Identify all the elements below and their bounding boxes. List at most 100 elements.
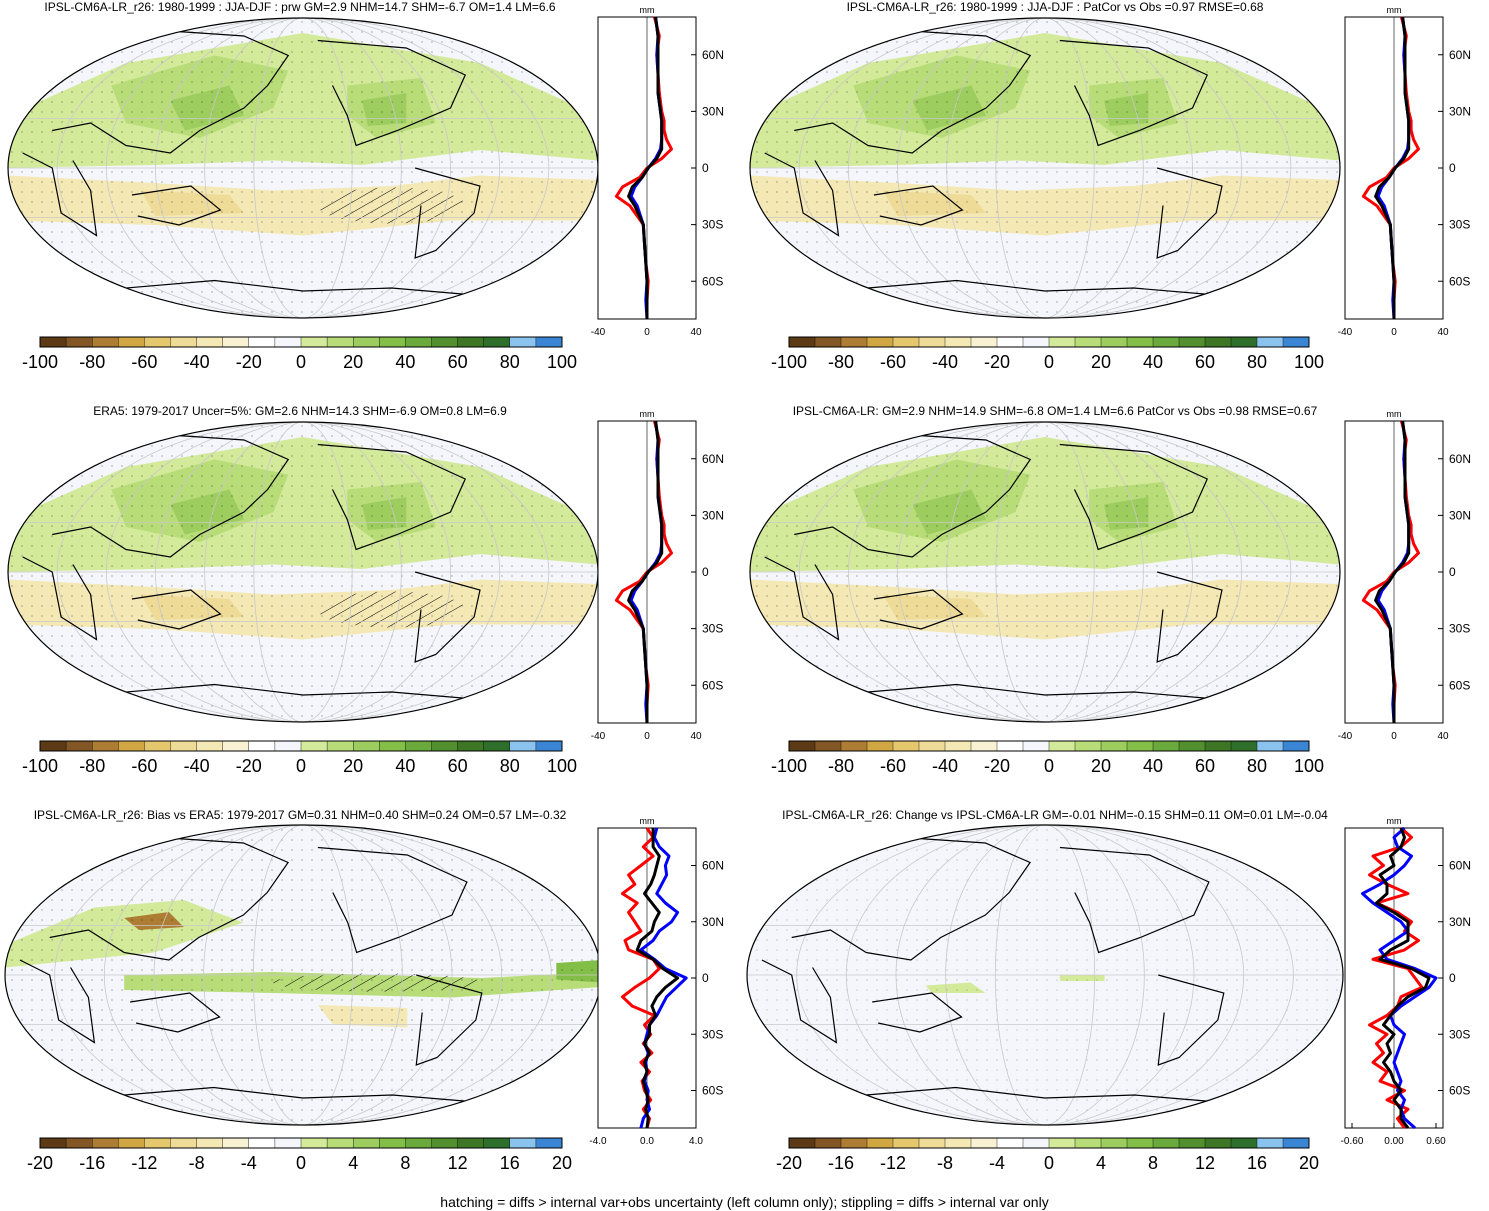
colorbar-label: 20 xyxy=(1299,1153,1319,1173)
colorbar-label: 12 xyxy=(448,1153,468,1173)
graticule-meridian xyxy=(103,825,503,1125)
graticule-meridian xyxy=(798,18,1292,318)
profile-lat-label: 60N xyxy=(702,859,724,873)
colorbar-swatch xyxy=(144,740,171,752)
colorbar-swatch xyxy=(405,336,432,348)
graticule-meridian xyxy=(253,422,353,722)
colorbar-swatch xyxy=(1022,1137,1050,1149)
colorbar-swatch xyxy=(970,336,998,348)
colorbar-swatch xyxy=(970,1137,998,1149)
graticule-meridian xyxy=(54,825,552,1125)
colorbar-label: -60 xyxy=(131,352,157,372)
profile-lat-label: 0 xyxy=(1449,971,1456,985)
graticule-meridian xyxy=(847,18,1243,318)
colorbar-swatch xyxy=(1126,1137,1154,1149)
colorbar-frame xyxy=(39,740,563,752)
colorbar-label: 0 xyxy=(1044,756,1054,776)
map-field xyxy=(750,18,1340,318)
profile-line-black xyxy=(627,420,664,723)
profile-unit-label: mm xyxy=(640,5,655,15)
graticule-meridian xyxy=(105,422,501,722)
profile-xtick-label: 0 xyxy=(644,327,650,338)
colorbar-swatch xyxy=(892,336,920,348)
colorbar-swatch xyxy=(300,336,328,348)
colorbar-swatch xyxy=(483,1137,511,1149)
colorbar-label: 0 xyxy=(296,1153,306,1173)
colorbar-swatch xyxy=(1152,1137,1180,1149)
profile-xtick-label: 0.0 xyxy=(640,1136,654,1147)
colorbar-swatch xyxy=(353,336,380,348)
colorbar-label: -8 xyxy=(189,1153,205,1173)
colorbar-swatch xyxy=(1230,1137,1258,1149)
profile-lat-label: 60S xyxy=(702,1084,723,1098)
colorbar-swatch xyxy=(353,1137,380,1149)
map-border xyxy=(746,824,1344,1126)
coast-australia xyxy=(130,992,221,1033)
colorbar-swatch xyxy=(1022,740,1050,752)
colorbar-swatch xyxy=(379,740,406,752)
graticule-meridian xyxy=(946,18,1144,318)
colorbar-swatch xyxy=(222,336,250,348)
colorbar-swatch xyxy=(91,336,119,348)
colorbar-swatch xyxy=(944,336,972,348)
profile-lat-label: 0 xyxy=(702,161,709,175)
colorbar-label: -40 xyxy=(932,352,958,372)
coast-south-america xyxy=(1157,974,1225,1066)
profile-lat-label: 30N xyxy=(702,104,724,118)
panel-precipitable-water-model: IPSL-CM6A-LR_r26: 1980-1999 : JJA-DJF : … xyxy=(0,0,745,390)
panel-title: IPSL-CM6A-LR_r26: Bias vs ERA5: 1979-201… xyxy=(33,808,567,822)
colorbar-label: 60 xyxy=(448,352,468,372)
graticule-meridian xyxy=(153,825,453,1125)
colorbar-swatch xyxy=(405,740,432,752)
colorbar-swatch xyxy=(300,1137,328,1149)
panel-title: IPSL-CM6A-LR_r26: Change vs IPSL-CM6A-LR… xyxy=(782,808,1328,822)
colorbar-label: 8 xyxy=(1148,1153,1158,1173)
colorbar-label: 80 xyxy=(500,756,520,776)
coast-south-america xyxy=(414,571,481,663)
colorbar-swatch xyxy=(170,740,198,752)
graticule-meridian xyxy=(155,18,451,318)
coast-africa xyxy=(764,556,840,641)
colorbar-swatch xyxy=(866,740,894,752)
coast-north-america xyxy=(317,39,467,147)
profile-xtick-label: -40 xyxy=(1338,327,1353,338)
graticule-meridian xyxy=(56,422,550,722)
profile-line-black xyxy=(1375,827,1431,1129)
colorbar-label: -16 xyxy=(828,1153,854,1173)
profile-line-red xyxy=(1368,826,1424,1129)
coast-antarctica xyxy=(867,683,1223,701)
colorbar-label: -20 xyxy=(984,756,1010,776)
colorbar-swatch xyxy=(379,1137,406,1149)
colorbar-swatch xyxy=(1204,1137,1232,1149)
coast-north-america xyxy=(317,846,468,954)
graticule-meridian xyxy=(253,18,353,318)
graticule-meridian xyxy=(895,825,1195,1125)
coast-australia xyxy=(872,992,963,1033)
colorbar-swatch xyxy=(144,1137,171,1149)
map-graticule xyxy=(5,825,601,1125)
colorbar-swatch xyxy=(196,336,224,348)
colorbar-swatch xyxy=(1256,1137,1284,1149)
colorbar-swatch xyxy=(1074,336,1102,348)
colorbar-swatch xyxy=(118,336,145,348)
profile-lat-label: 30N xyxy=(1449,508,1471,522)
profile-lat-label: 60S xyxy=(702,678,723,692)
colorbar-label: 20 xyxy=(1091,352,1111,372)
colorbar-label: -16 xyxy=(79,1153,105,1173)
colorbar-swatch xyxy=(274,336,302,348)
colorbar-swatch xyxy=(892,740,920,752)
graticule-meridian xyxy=(203,825,403,1125)
profile-lat-label: 60S xyxy=(1449,678,1470,692)
colorbar-swatch xyxy=(509,740,537,752)
colorbar-label: 40 xyxy=(395,352,415,372)
colorbar-swatch xyxy=(353,740,380,752)
colorbar-label: 20 xyxy=(552,1153,572,1173)
profile-line-black xyxy=(1374,420,1411,723)
figure-footnote: hatching = diffs > internal var+obs unce… xyxy=(440,1194,1049,1210)
colorbar-swatch xyxy=(1256,740,1284,752)
colorbar-swatch xyxy=(1230,336,1258,348)
colorbar-swatch xyxy=(535,1137,563,1149)
profile-lat-label: 60S xyxy=(1449,274,1470,288)
colorbar-label: -12 xyxy=(880,1153,906,1173)
map-coastlines xyxy=(764,433,1223,701)
